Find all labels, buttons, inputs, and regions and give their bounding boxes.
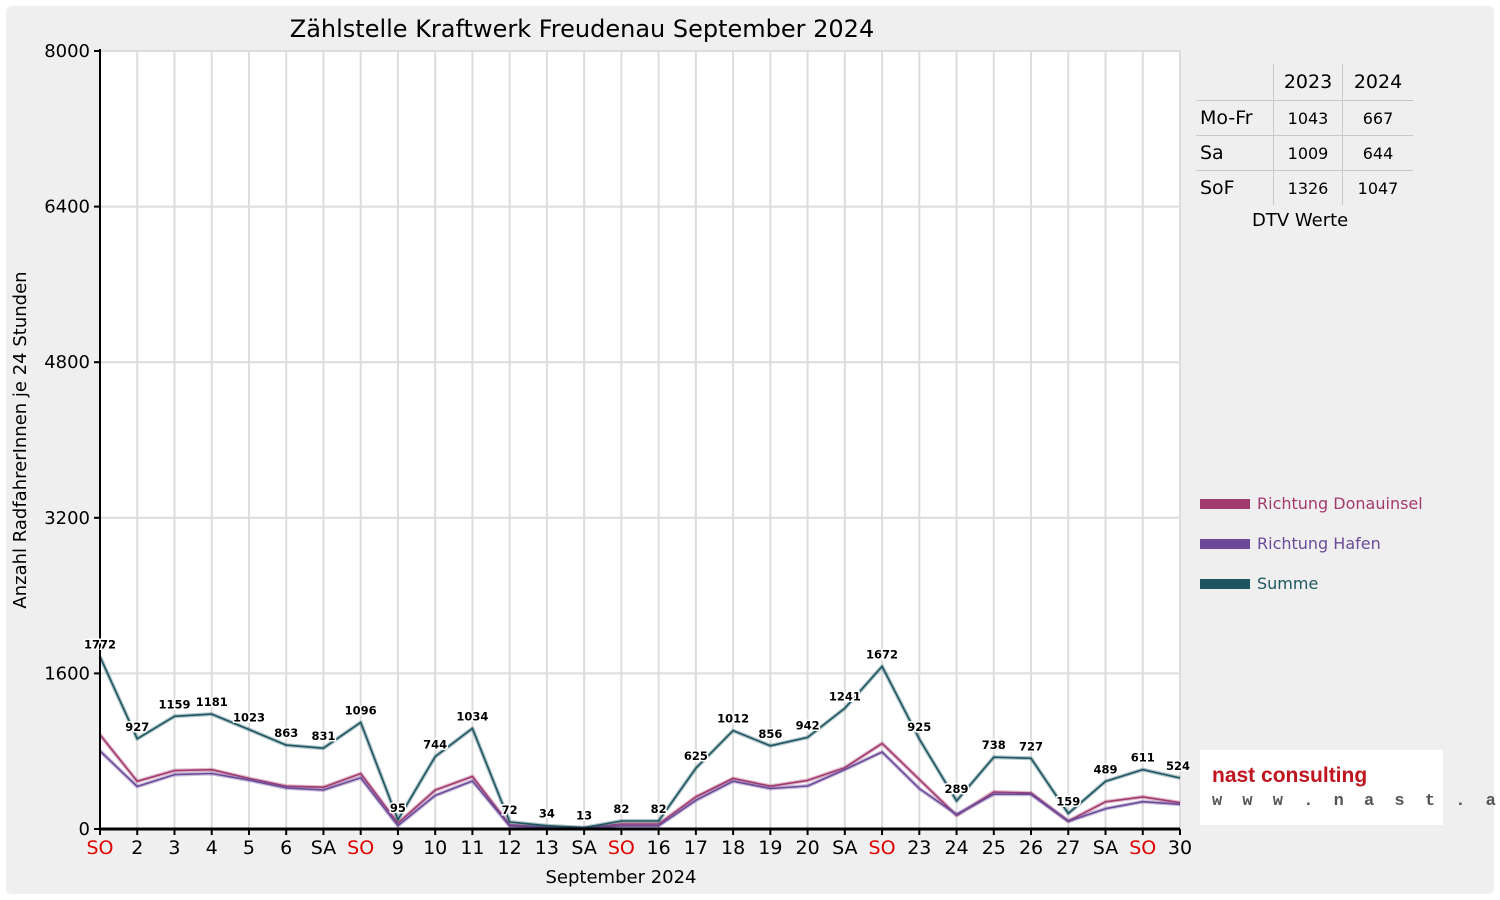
dtv-row-label: Sa bbox=[1196, 135, 1274, 171]
legend-label: Richtung Hafen bbox=[1257, 534, 1381, 553]
x-tick-label: SA bbox=[832, 837, 857, 859]
data-label: 611 bbox=[1131, 751, 1155, 765]
data-label: 1672 bbox=[866, 647, 898, 661]
legend-swatch bbox=[1200, 499, 1250, 509]
y-tick-label: 0 bbox=[79, 819, 90, 840]
x-tick-label: 20 bbox=[795, 837, 819, 859]
dtv-value: 644 bbox=[1342, 135, 1413, 171]
data-label: 524 bbox=[1166, 759, 1190, 773]
x-tick-label: SO bbox=[347, 837, 374, 859]
y-tick-label: 3200 bbox=[44, 508, 90, 529]
dtv-value: 667 bbox=[1342, 100, 1413, 136]
y-tick-label: 1600 bbox=[44, 663, 90, 684]
x-tick-label: SO bbox=[608, 837, 635, 859]
data-label: 13 bbox=[576, 809, 592, 823]
dtv-header-2023: 2023 bbox=[1273, 64, 1343, 101]
legend-swatch bbox=[1200, 579, 1250, 589]
x-tick-label: SA bbox=[1093, 837, 1118, 859]
data-label: 927 bbox=[125, 720, 149, 734]
dtv-caption: DTV Werte bbox=[1252, 210, 1349, 231]
y-axis-label: Anzahl RadfahrerInnen je 24 Stunden bbox=[10, 271, 31, 608]
data-label: 831 bbox=[311, 729, 335, 743]
x-tick-label: 11 bbox=[460, 837, 484, 859]
data-label: 856 bbox=[758, 727, 782, 741]
x-tick-label: 25 bbox=[982, 837, 1006, 859]
dtv-row-label: SoF bbox=[1196, 170, 1274, 205]
x-tick-label: 18 bbox=[721, 837, 745, 859]
x-tick-label: 2 bbox=[131, 837, 143, 859]
x-axis-label: September 2024 bbox=[545, 867, 696, 888]
dtv-table: 2023 2024 Mo-Fr 1043 667 Sa 1009 644 SoF… bbox=[1196, 64, 1413, 205]
data-label: 1241 bbox=[829, 689, 861, 703]
dtv-row-label: Mo-Fr bbox=[1196, 100, 1274, 136]
data-label: 727 bbox=[1019, 739, 1043, 753]
data-label: 159 bbox=[1056, 795, 1080, 809]
data-label: 95 bbox=[390, 801, 406, 815]
x-tick-label: 13 bbox=[535, 837, 559, 859]
data-label: 1181 bbox=[196, 695, 228, 709]
data-label: 625 bbox=[684, 749, 708, 763]
data-label: 1034 bbox=[456, 709, 488, 723]
data-label: 744 bbox=[423, 738, 447, 752]
data-label: 738 bbox=[982, 738, 1006, 752]
data-label: 1096 bbox=[345, 703, 377, 717]
series-line-2 bbox=[99, 656, 1181, 829]
data-label: 1012 bbox=[717, 712, 749, 726]
x-tick-label: 9 bbox=[392, 837, 404, 859]
logo-name: nast consulting bbox=[1212, 764, 1368, 787]
y-tick-label: 4800 bbox=[44, 352, 90, 373]
x-tick-label: 27 bbox=[1056, 837, 1080, 859]
nast-consulting-logo: nast consulting w w w . n a s t . a t bbox=[1200, 750, 1500, 825]
x-tick-label: SA bbox=[571, 837, 596, 859]
data-label: 863 bbox=[274, 726, 298, 740]
dtv-row: Sa 1009 644 bbox=[1196, 135, 1413, 171]
logo-url: w w w . n a s t . a t bbox=[1212, 792, 1500, 811]
x-tick-label: SO bbox=[86, 837, 113, 859]
data-label: 289 bbox=[945, 782, 969, 796]
x-tick-label: 30 bbox=[1168, 837, 1192, 859]
dtv-header-2024: 2024 bbox=[1342, 64, 1413, 101]
legend-swatch bbox=[1200, 539, 1250, 549]
legend-label: Richtung Donauinsel bbox=[1257, 494, 1423, 513]
series-line-0 bbox=[99, 734, 1181, 830]
legend-label: Summe bbox=[1257, 574, 1319, 593]
x-tick-label: SO bbox=[1129, 837, 1156, 859]
x-tick-label: 17 bbox=[684, 837, 708, 859]
x-tick-label: 12 bbox=[498, 837, 522, 859]
x-tick-label: 5 bbox=[243, 837, 255, 859]
dtv-row: Mo-Fr 1043 667 bbox=[1196, 100, 1413, 136]
data-label: 82 bbox=[651, 802, 667, 816]
data-label: 489 bbox=[1094, 762, 1118, 776]
dtv-value: 1009 bbox=[1273, 135, 1343, 171]
chart-title: Zählstelle Kraftwerk Freudenau September… bbox=[290, 15, 874, 43]
dtv-value: 1326 bbox=[1273, 170, 1343, 205]
dtv-value: 1047 bbox=[1342, 170, 1413, 205]
data-label: 82 bbox=[613, 802, 629, 816]
data-label: 1023 bbox=[233, 711, 265, 725]
y-tick-label: 6400 bbox=[44, 197, 90, 218]
x-tick-label: SA bbox=[311, 837, 336, 859]
data-label: 925 bbox=[907, 720, 931, 734]
series-line-1 bbox=[99, 750, 1181, 830]
x-tick-label: 26 bbox=[1019, 837, 1043, 859]
x-tick-label: 23 bbox=[907, 837, 931, 859]
data-label: 942 bbox=[796, 718, 820, 732]
x-tick-label: SO bbox=[869, 837, 896, 859]
x-tick-label: 10 bbox=[423, 837, 447, 859]
dtv-value: 1043 bbox=[1273, 100, 1343, 136]
x-tick-label: 6 bbox=[280, 837, 292, 859]
y-tick-label: 8000 bbox=[44, 41, 90, 62]
data-label: 34 bbox=[539, 807, 555, 821]
data-label: 1159 bbox=[158, 697, 190, 711]
data-label: 1772 bbox=[84, 638, 116, 652]
dtv-row: SoF 1326 1047 bbox=[1196, 170, 1413, 205]
x-tick-label: 4 bbox=[206, 837, 218, 859]
data-label: 72 bbox=[502, 803, 518, 817]
x-tick-label: 19 bbox=[758, 837, 782, 859]
x-tick-label: 3 bbox=[168, 837, 180, 859]
x-tick-label: 16 bbox=[647, 837, 671, 859]
plot-area bbox=[100, 51, 1180, 829]
x-tick-label: 24 bbox=[944, 837, 968, 859]
